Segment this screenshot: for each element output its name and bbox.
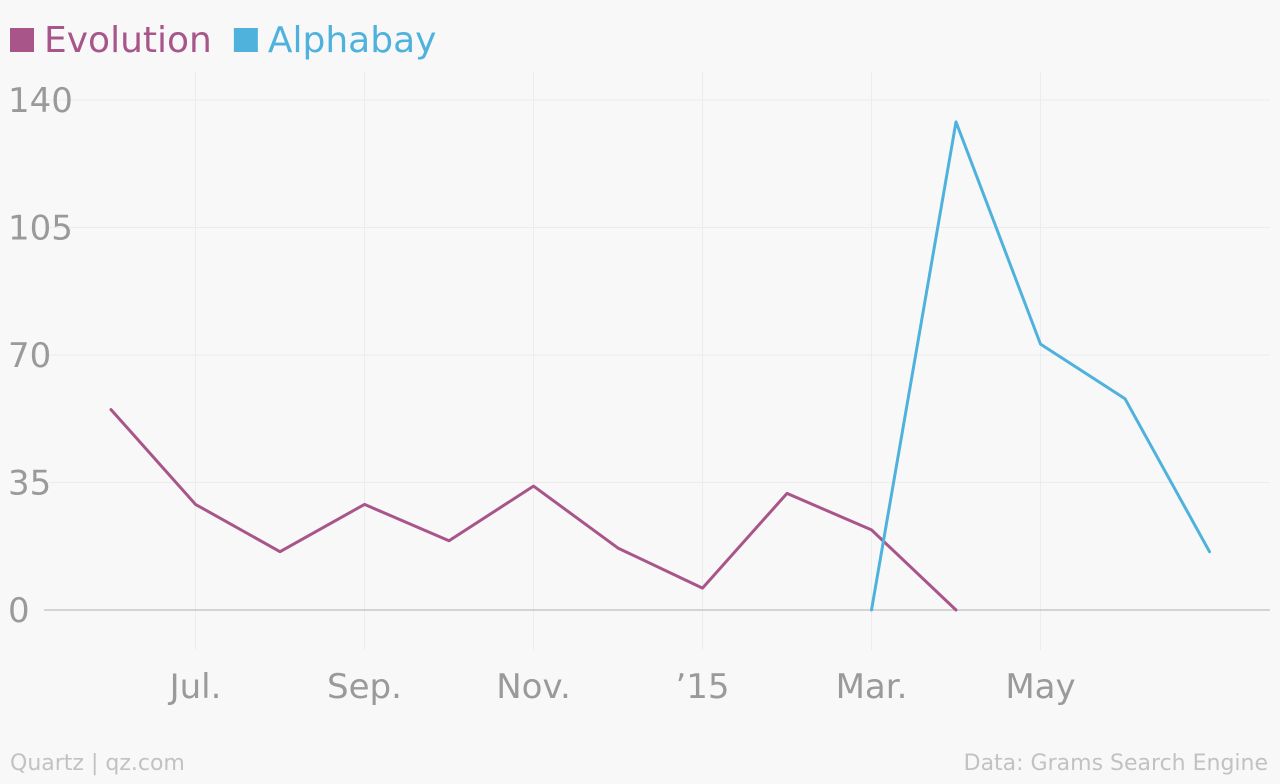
grid [44,72,1270,650]
footer-source-right: Data: Grams Search Engine [964,751,1268,776]
series-line-alphabay [870,120,1211,612]
y-tick-label: 140 [8,81,73,121]
x-axis-ticks: Jul. Sep. Nov. ’15 Mar. May [168,667,1076,707]
y-axis-ticks: 0 35 70 105 140 [8,81,73,631]
series-line-evolution [109,408,958,612]
y-tick-label: 35 [8,464,51,504]
x-tick-label: ’15 [675,667,729,707]
legend-label-alphabay: Alphabay [268,20,437,61]
footer-source-left: Quartz | qz.com [10,751,185,776]
x-tick-label: Nov. [496,667,571,707]
x-tick-label: May [1005,667,1075,707]
legend: Evolution Alphabay [10,20,436,61]
legend-swatch-evolution [10,28,34,52]
x-tick-label: Sep. [327,667,402,707]
legend-swatch-alphabay [233,28,258,52]
y-tick-label: 105 [8,209,73,249]
series [109,120,1211,612]
y-tick-label: 70 [8,336,51,376]
y-tick-label: 0 [8,591,30,631]
x-tick-label: Mar. [836,667,908,707]
x-tick-label: Jul. [168,667,222,707]
legend-label-evolution: Evolution [44,20,212,61]
